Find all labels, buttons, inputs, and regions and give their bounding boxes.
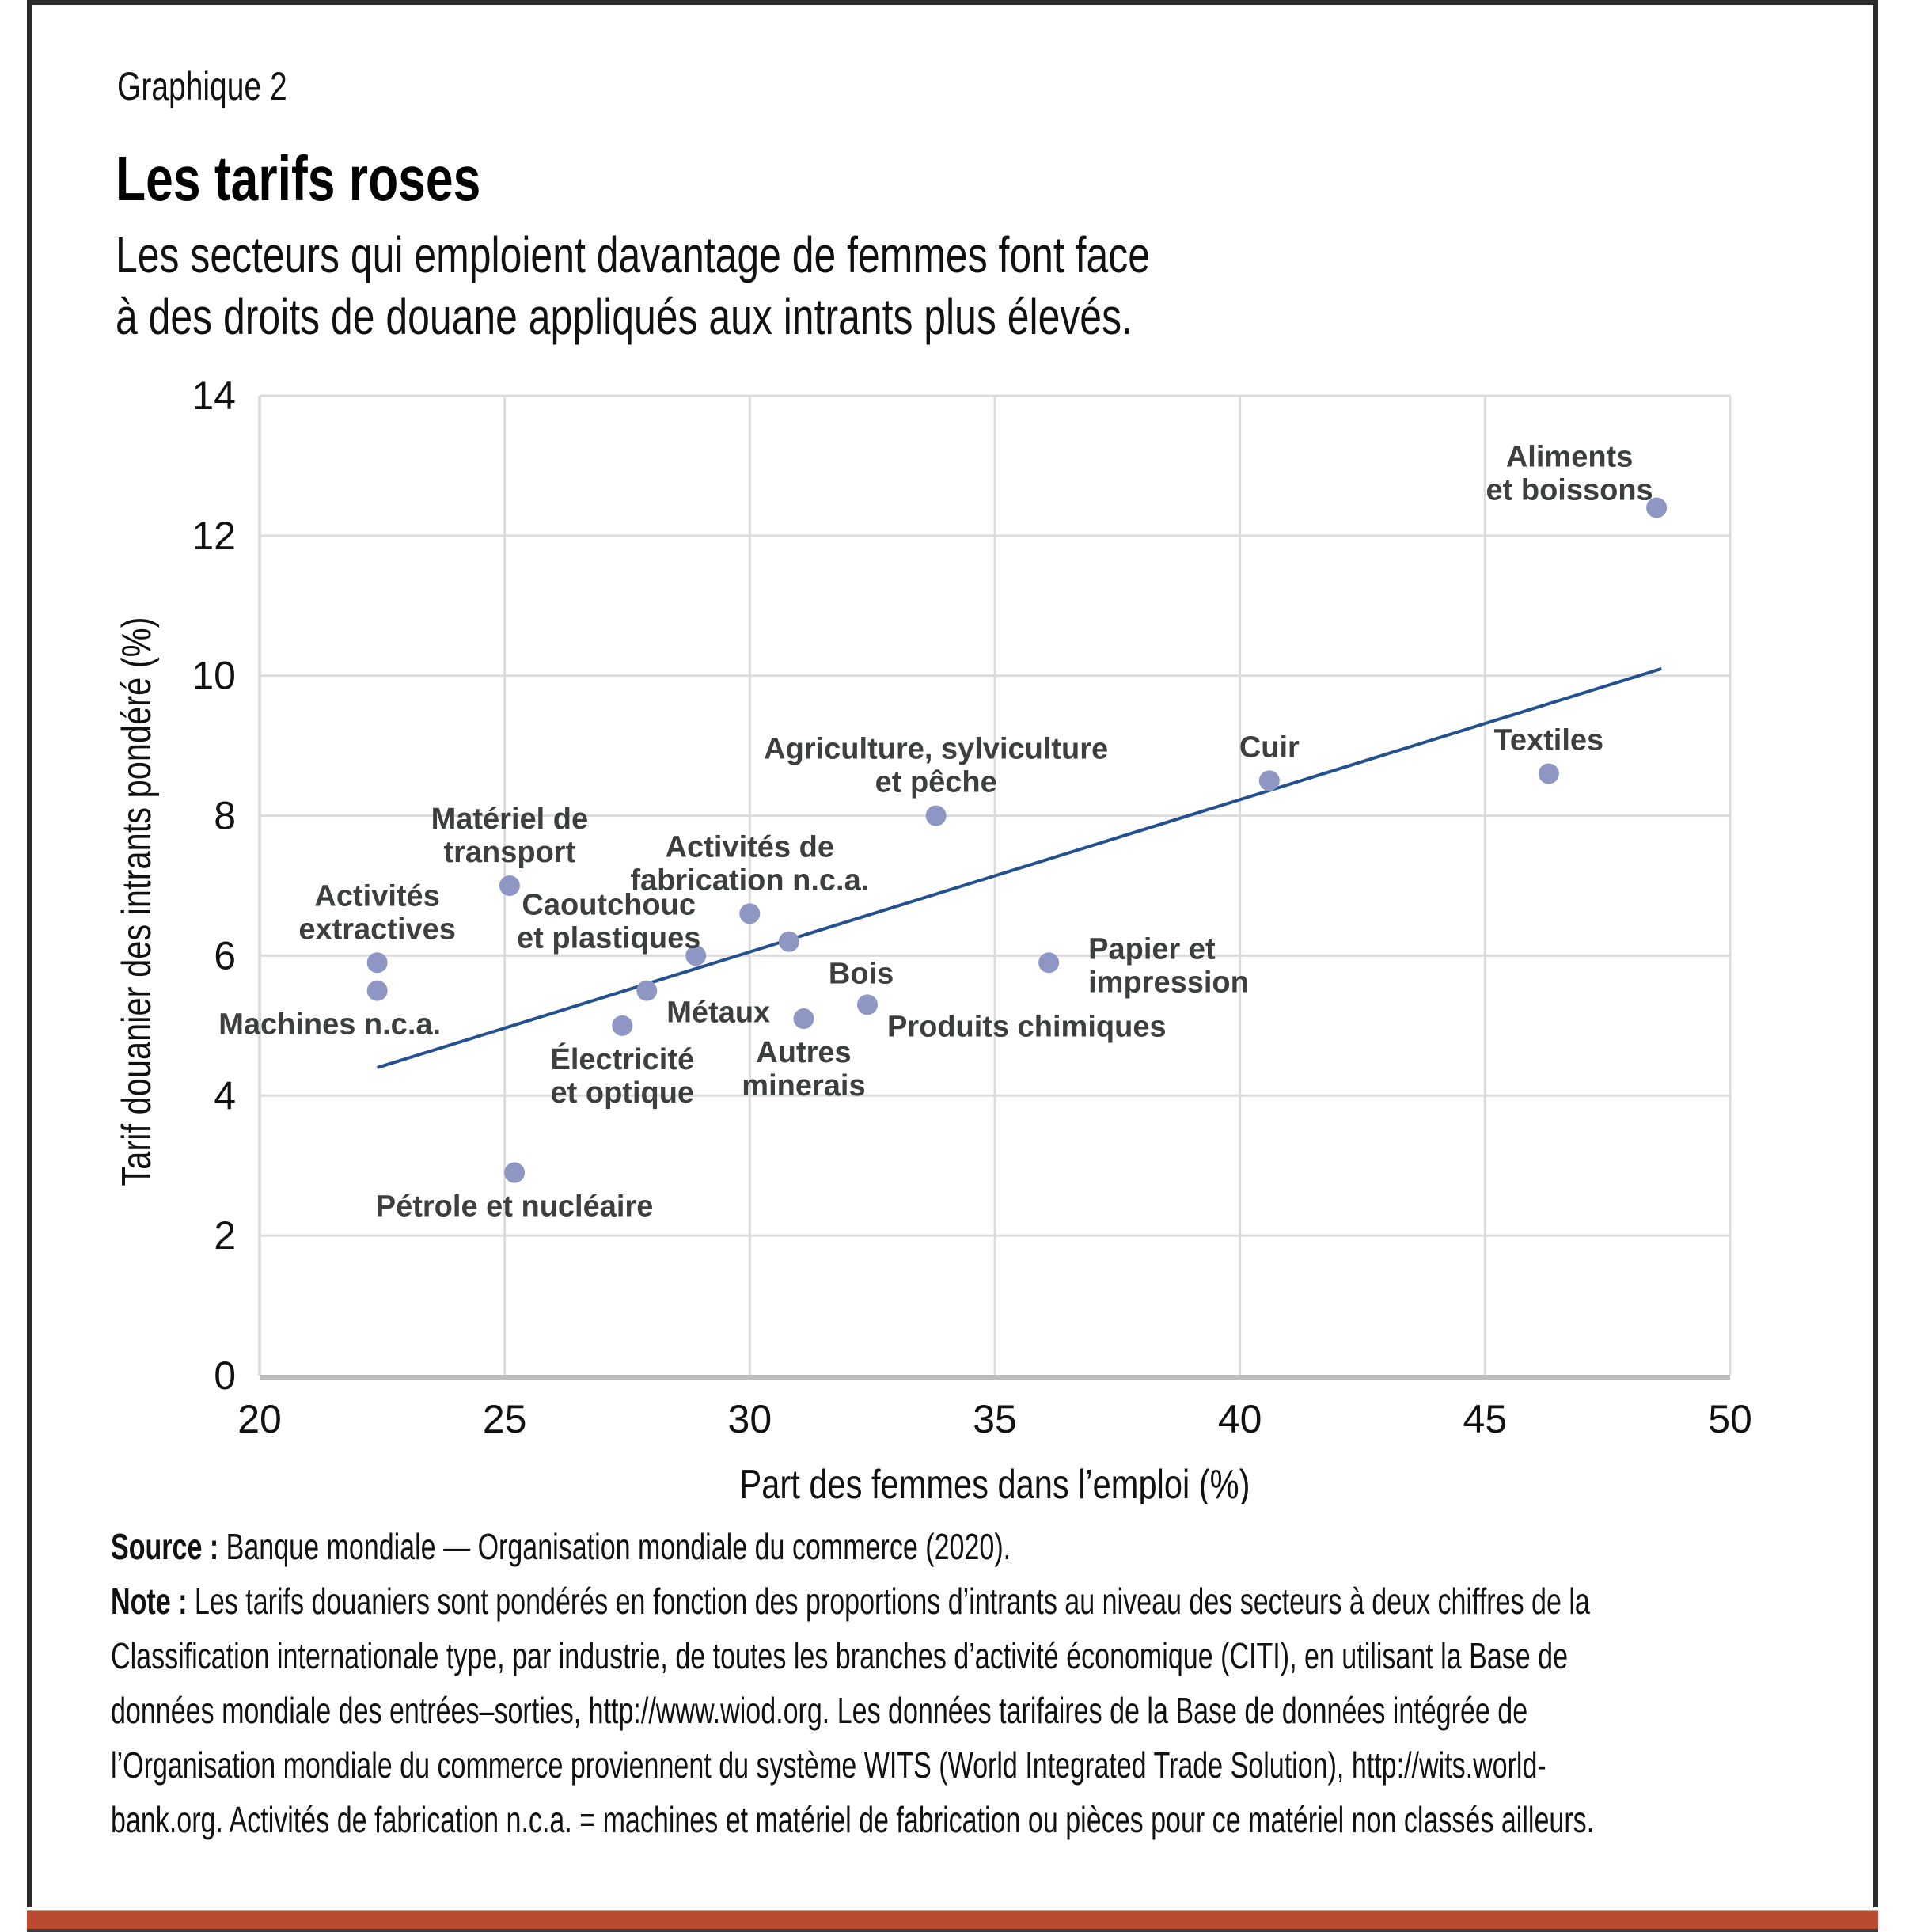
point-label-line: Agriculture, sylviculture: [764, 733, 1108, 766]
point-label-line: Cuir: [1239, 731, 1300, 764]
data-point: [1038, 952, 1060, 974]
data-point: [778, 931, 799, 952]
point-label-line: fabrication n.c.a.: [630, 864, 869, 897]
point-label: Électricité et optique: [550, 1042, 694, 1110]
figure-frame: [27, 0, 1878, 1907]
x-tick-label: 20: [237, 1397, 282, 1441]
note-text: Les tarifs douaniers sont pondérés en fo…: [187, 1581, 1590, 1622]
x-tick-label: 35: [973, 1397, 1017, 1441]
x-tick-label: 25: [483, 1397, 527, 1441]
point-label: Aliments et boissons: [1486, 440, 1653, 507]
point-label-line: Machines n.c.a.: [218, 1008, 441, 1042]
data-point: [499, 875, 520, 896]
grid: [260, 394, 1732, 1376]
data-point: [856, 994, 878, 1015]
y-tick-label: 10: [192, 654, 236, 698]
axes: [258, 396, 1730, 1380]
point-label-line: Électricité: [550, 1042, 694, 1076]
point-label-line: Pétrole et nucléaire: [376, 1190, 654, 1224]
note-line: données mondiale des entrées–sorties, ht…: [111, 1690, 1528, 1731]
data-points: [366, 497, 1668, 1183]
point-label-line: Autres: [756, 1036, 851, 1069]
point-label-line: minerais: [742, 1069, 865, 1103]
data-point: [1538, 763, 1559, 784]
point-label-line: impression: [1088, 966, 1249, 999]
point-label: Activités de fabrication n.c.a.: [630, 830, 869, 897]
y-tick-label: 4: [214, 1073, 236, 1118]
source-label: Source :: [111, 1526, 219, 1567]
point-label-line: Activités de: [666, 830, 834, 864]
point-label: Activités extractives: [298, 879, 456, 946]
chart-subtitle: Les secteurs qui emploient davantage de …: [116, 224, 1150, 347]
point-label-line: Métaux: [666, 996, 770, 1030]
y-axis-label: Tarif douanier des intrants pondéré (%): [113, 617, 160, 1186]
point-label-line: Caoutchouc: [522, 888, 696, 921]
x-axis-label: Part des femmes dans l’emploi (%): [740, 1461, 1250, 1504]
note-line: Classification internationale type, par …: [111, 1635, 1569, 1676]
y-tick-label: 12: [192, 514, 236, 558]
point-label: Matériel de transport: [431, 803, 589, 869]
data-point: [793, 1008, 814, 1030]
trend-line: [377, 666, 1662, 1069]
bottom-accent-bar: [27, 1910, 1878, 1932]
point-label-line: transport: [443, 836, 575, 869]
data-point: [504, 1162, 526, 1183]
x-tick-label: 50: [1708, 1397, 1752, 1441]
footer-notes: Source : Banque mondiale — Organisation …: [111, 1520, 1751, 1847]
data-point: [636, 980, 658, 1001]
point-label: Cuir: [1239, 731, 1300, 764]
point-label: Machines n.c.a.: [218, 1008, 441, 1042]
point-label-line: Aliments: [1506, 440, 1633, 473]
data-point: [612, 1015, 633, 1036]
y-tick-label: 2: [214, 1213, 236, 1258]
point-label-line: Textiles: [1493, 724, 1603, 757]
data-point: [366, 980, 388, 1001]
point-label-line: et boissons: [1486, 473, 1653, 507]
point-label-line: et plastiques: [517, 921, 700, 955]
point-label-line: et pêche: [875, 766, 997, 799]
x-tick-label: 30: [728, 1397, 772, 1441]
note-line: bank.org. Activités de fabrication n.c.a…: [111, 1799, 1595, 1840]
subtitle-line: Les secteurs qui emploient davantage de …: [116, 226, 1151, 283]
point-label-line: et optique: [551, 1076, 695, 1110]
note-label: Note :: [111, 1581, 188, 1622]
source-text: Banque mondiale — Organisation mondiale …: [218, 1526, 1011, 1567]
y-tick-label: 14: [192, 374, 236, 418]
data-point: [925, 805, 947, 826]
y-tick-label: 6: [214, 933, 236, 977]
tick-labels: 0 2 4 6 8 10 12 14 20 25 30 35 40 45 50: [192, 374, 1751, 1441]
point-label-line: Papier et: [1088, 932, 1216, 966]
note-line: l’Organisation mondiale du commerce prov…: [111, 1744, 1546, 1786]
point-label: Métaux: [666, 996, 770, 1030]
x-tick-label: 40: [1218, 1397, 1262, 1441]
point-label-line: Bois: [829, 958, 894, 991]
point-label-line: Activités: [314, 879, 439, 913]
y-tick-label: 0: [214, 1353, 236, 1398]
point-label-line: Produits chimiques: [887, 1010, 1167, 1043]
point-label: Caoutchouc et plastiques: [517, 888, 700, 955]
x-tick-label: 45: [1463, 1397, 1508, 1441]
point-label-line: Matériel de: [431, 803, 589, 836]
point-label: Papier et impression: [1088, 932, 1249, 999]
scatter-chart: 0 2 4 6 8 10 12 14 20 25 30 35 40 45 50 Aliments et boi…: [113, 374, 1752, 1504]
point-label-line: extractives: [298, 913, 456, 946]
data-point: [739, 903, 761, 924]
data-point: [366, 952, 388, 974]
point-label: Autres minerais: [742, 1036, 865, 1103]
y-tick-label: 8: [214, 794, 236, 838]
note-line: Note : Les tarifs douaniers sont pondéré…: [111, 1574, 1751, 1629]
point-label: Agriculture, sylviculture et pêche: [764, 733, 1108, 799]
source-line: Source : Banque mondiale — Organisation …: [111, 1520, 1751, 1574]
data-point: [1646, 497, 1668, 518]
chart-title: Les tarifs roses: [116, 143, 481, 214]
point-label: Pétrole et nucléaire: [376, 1190, 654, 1224]
subtitle-line: à des droits de douane appliqués aux int…: [116, 288, 1133, 345]
point-label: Bois: [829, 958, 894, 991]
point-label: Textiles: [1493, 724, 1603, 757]
data-point: [685, 945, 707, 966]
figure-number: Graphique 2: [117, 64, 287, 108]
point-label: Produits chimiques: [887, 1010, 1167, 1043]
data-point: [1258, 770, 1280, 791]
point-labels: Aliments et boissons Textiles Cuir Agricultu…: [218, 440, 1653, 1223]
